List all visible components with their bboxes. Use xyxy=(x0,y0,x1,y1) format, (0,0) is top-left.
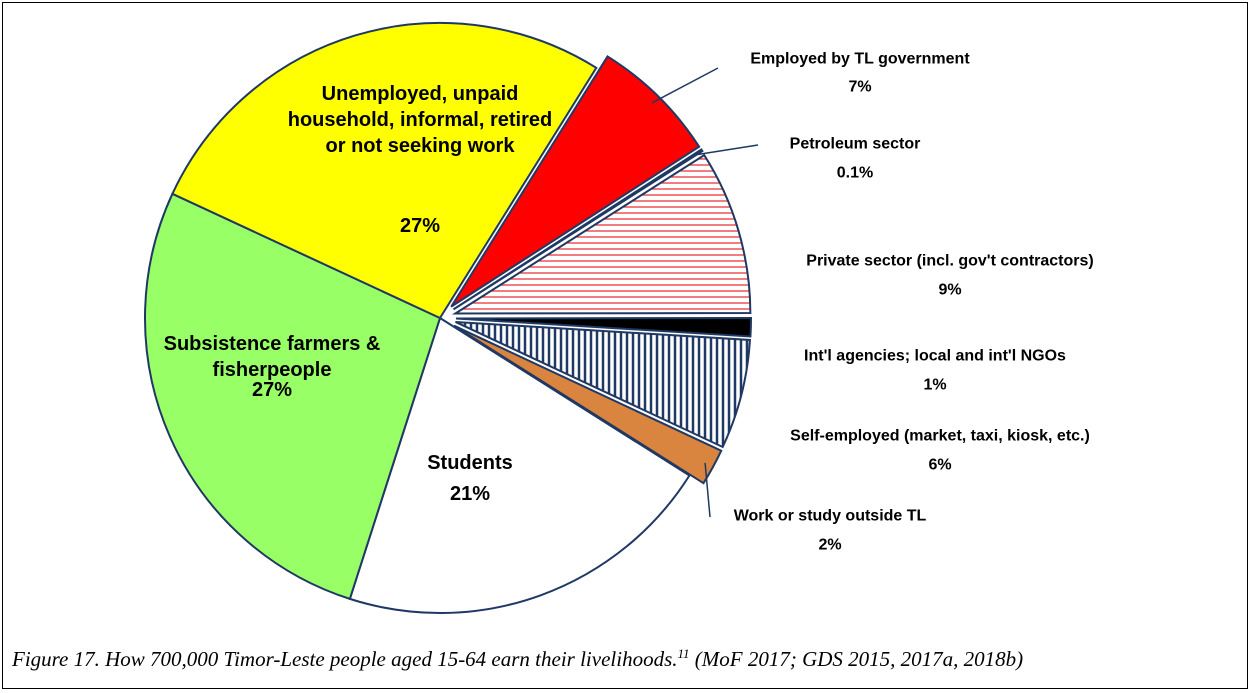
caption-note: 11 xyxy=(677,646,690,661)
slice-value-label: 27% xyxy=(251,379,293,401)
leader-line xyxy=(704,462,711,518)
slice-label: Subsistence farmers & fisherpeople xyxy=(163,333,381,381)
pie-slice xyxy=(453,324,723,485)
slice-value-label: 7% xyxy=(848,78,872,96)
pie-slice xyxy=(348,316,691,614)
slice-label: Unemployed, unpaid household, informal, … xyxy=(287,83,553,157)
pie-slice xyxy=(455,320,752,449)
pie-slice xyxy=(452,148,704,311)
pie-slice xyxy=(451,153,752,315)
caption-source: (MoF 2017; GDS 2015, 2017a, 2018b) xyxy=(694,647,1024,671)
slice-value-label: 6% xyxy=(928,456,952,474)
slice-value-label: 0.1% xyxy=(836,164,874,182)
slice-value-label: 9% xyxy=(938,281,962,299)
slice-value-label: 27% xyxy=(399,215,441,237)
slice-value-label: 1% xyxy=(923,376,947,394)
slice-label: Private sector (incl. gov't contractors) xyxy=(806,252,1094,270)
slice-value-label: 2% xyxy=(818,536,842,554)
pie-slice xyxy=(455,316,752,338)
slice-label: Work or study outside TL xyxy=(733,507,927,525)
slice-value-label: 21% xyxy=(449,483,491,505)
slice-label: Students xyxy=(427,452,513,474)
leader-line xyxy=(651,67,719,104)
leader-line xyxy=(694,144,759,156)
slice-label: Petroleum sector xyxy=(789,135,921,153)
pie-slice xyxy=(144,192,442,601)
pie-slice xyxy=(450,55,701,308)
caption-text: Figure 17. How 700,000 Timor-Leste peopl… xyxy=(12,647,678,671)
caption: Figure 17. How 700,000 Timor-Leste peopl… xyxy=(12,640,1192,673)
pie-slice xyxy=(171,22,598,320)
slice-label: Employed by TL government xyxy=(750,50,970,68)
slice-label: Int'l agencies; local and int'l NGOs xyxy=(804,347,1066,365)
slice-label: Self-employed (market, taxi, kiosk, etc.… xyxy=(790,427,1090,445)
